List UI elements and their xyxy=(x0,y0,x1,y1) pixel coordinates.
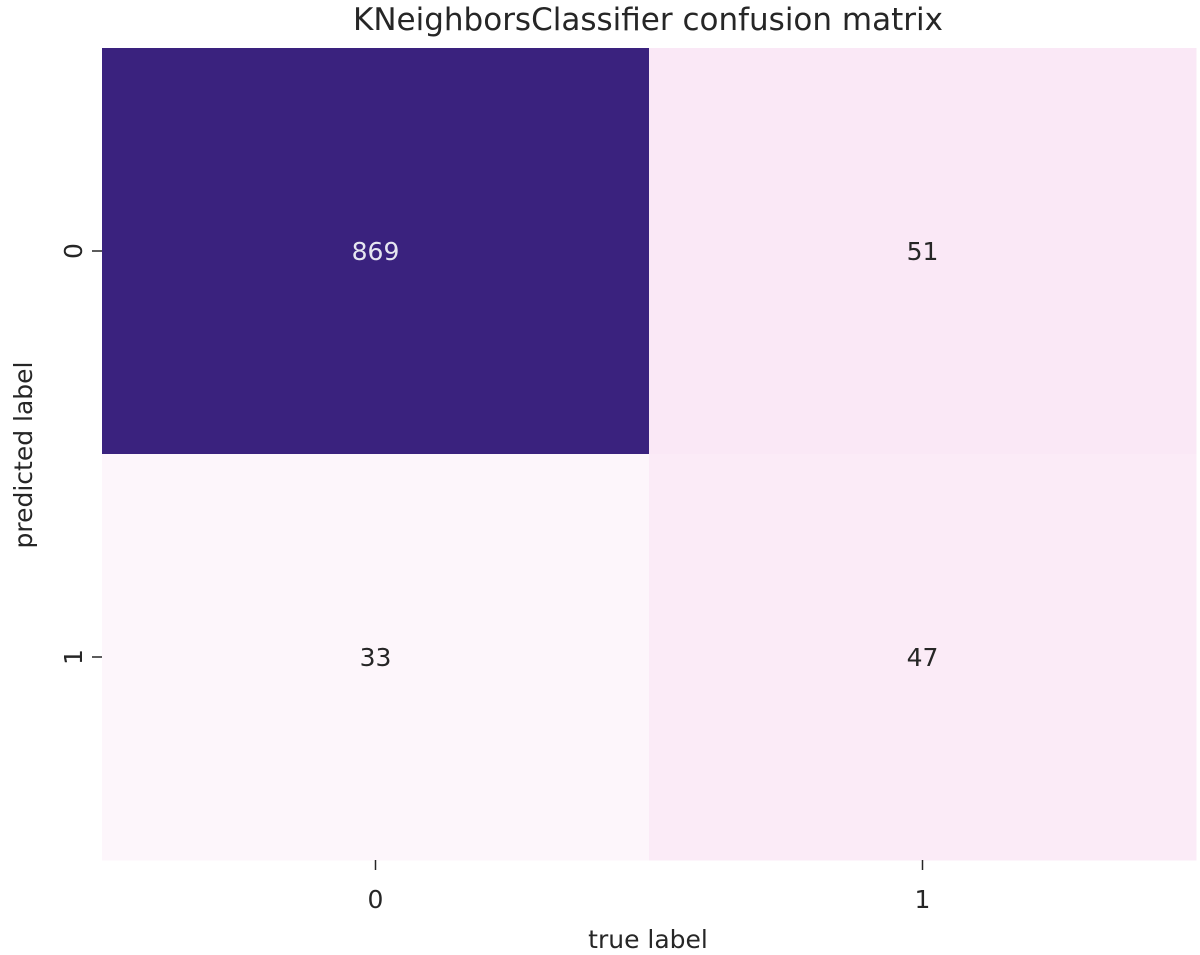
y-tick-label-0: 0 xyxy=(59,243,88,259)
x-axis-label: true label xyxy=(588,925,708,954)
heatmap-cells: 869 51 33 47 xyxy=(102,48,1197,861)
y-tick-label-1: 1 xyxy=(59,649,88,665)
y-axis-label: predicted label xyxy=(9,362,38,549)
x-tick-label-1: 1 xyxy=(915,885,931,914)
cell-value-label-1-0: 33 xyxy=(360,643,392,672)
heatmap-cell-1-1 xyxy=(649,454,1197,861)
y-axis-ticks: 01 xyxy=(59,243,102,665)
heatmap-cell-0-1 xyxy=(649,48,1197,455)
chart-title: KNeighborsClassifier confusion matrix xyxy=(353,2,943,38)
cell-value-label-1-1: 47 xyxy=(907,643,939,672)
cell-value-label-0-1: 51 xyxy=(907,237,939,266)
x-tick-label-0: 0 xyxy=(368,885,384,914)
heatmap-cell-1-0 xyxy=(102,454,650,861)
heatmap-cell-0-0 xyxy=(102,48,650,455)
cell-value-label-0-0: 869 xyxy=(352,237,400,266)
